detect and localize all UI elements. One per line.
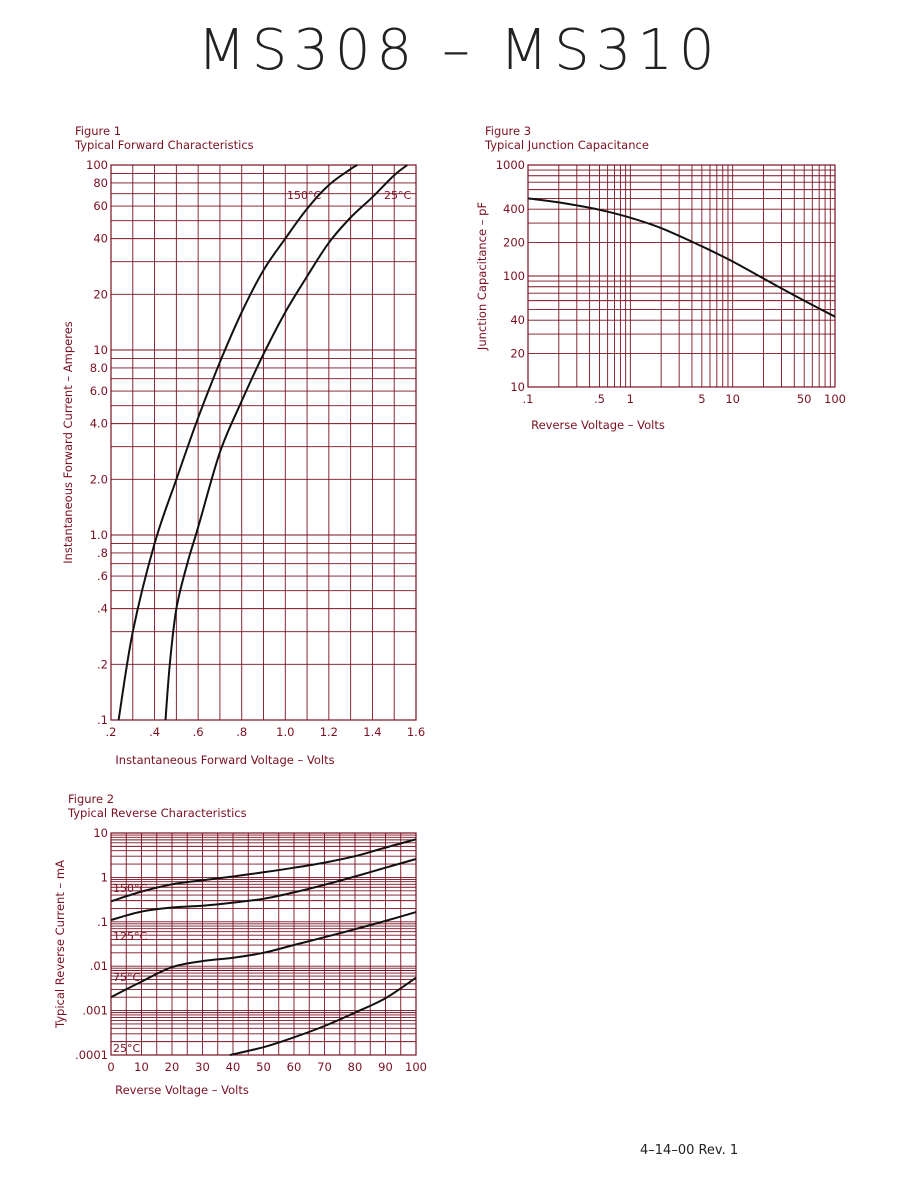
fig2-curve-annotation: 25°C [113, 1042, 140, 1055]
figure-3-title: Typical Junction Capacitance [485, 138, 649, 152]
fig1-x-tick-label: 1.6 [407, 725, 425, 739]
figure-2-label: Figure 2 [68, 792, 115, 806]
fig3-y-tick-label: 100 [503, 269, 525, 283]
fig3-x-tick-label: 1 [627, 392, 634, 406]
fig2-y-axis-label: Typical Reverse Current – mA [53, 860, 67, 1029]
fig1-x-tick-label: .8 [236, 725, 247, 739]
fig1-y-tick-label: 80 [93, 176, 108, 190]
fig1-y-tick-label: 20 [93, 287, 108, 301]
fig3-chart: .1 .5 1 5 10 50 100 10 20 40 100 200 400 1000 Reverse … [475, 158, 846, 432]
fig1-y-tick-label: 6.0 [90, 384, 108, 398]
fig1-y-tick-label: 1.0 [90, 528, 108, 542]
fig1-x-tick-label: 1.0 [276, 725, 294, 739]
fig2-x-tick-label: 20 [165, 1060, 180, 1074]
fig2-y-tick-label: .001 [82, 1004, 108, 1018]
fig2-x-tick-label: 80 [348, 1060, 363, 1074]
fig2-y-tick-label: 1 [101, 870, 108, 884]
fig3-x-tick-label: 5 [698, 392, 705, 406]
fig2-series-line-1 [110, 858, 417, 921]
fig2-curve-annotation: 150°C [113, 882, 147, 895]
fig3-y-tick-label: 10 [510, 380, 525, 394]
fig3-series-line-0 [527, 197, 836, 318]
fig2-x-tick-label: 50 [256, 1060, 271, 1074]
fig1-y-tick-label: 2.0 [90, 472, 108, 486]
fig1-y-tick-label: 40 [93, 232, 108, 246]
fig1-x-tick-label: 1.4 [363, 725, 381, 739]
fig2-series-line-3 [229, 976, 417, 1056]
fig2-x-tick-label: 40 [226, 1060, 241, 1074]
fig1-y-tick-label: 100 [86, 158, 108, 172]
fig2-curve-annotation: 75°C [113, 971, 140, 984]
fig1-x-tick-label: 1.2 [320, 725, 338, 739]
figure-1-label: Figure 1 [75, 124, 122, 138]
fig3-x-tick-label: 50 [797, 392, 812, 406]
fig1-y-tick-label: 4.0 [90, 417, 108, 431]
fig1-y-tick-label: .1 [97, 713, 108, 727]
fig2-chart: 0 10 20 30 40 50 60 70 80 90 100 .0001 .001 .01 .1 1 10 R… [53, 826, 427, 1097]
fig3-x-tick-label: 100 [824, 392, 846, 406]
fig2-x-tick-label: 10 [134, 1060, 149, 1074]
fig3-x-axis-label: Reverse Voltage – Volts [531, 418, 665, 432]
fig1-y-tick-label: .4 [97, 602, 108, 616]
fig1-y-tick-label: 8.0 [90, 361, 108, 375]
fig3-y-tick-label: 1000 [496, 158, 525, 172]
fig2-x-axis-label: Reverse Voltage – Volts [115, 1083, 249, 1097]
page-title: MS308 – MS310 [197, 18, 721, 83]
fig2-y-tick-label: 10 [93, 826, 108, 840]
figure-3-label: Figure 3 [485, 124, 532, 138]
fig2-y-tick-label: .01 [90, 959, 108, 973]
fig3-x-tick-label: .5 [594, 392, 605, 406]
figure-3-caption: Figure 3 Typical Junction Capacitance [485, 124, 649, 152]
fig1-y-tick-label: 60 [93, 199, 108, 213]
fig3-y-tick-label: 40 [510, 313, 525, 327]
footer-revision: 4–14–00 Rev. 1 [640, 1143, 739, 1158]
fig2-x-tick-label: 30 [195, 1060, 210, 1074]
fig2-y-tick-label: .0001 [75, 1048, 108, 1062]
fig1-y-tick-label: .8 [97, 546, 108, 560]
fig2-x-tick-label: 60 [287, 1060, 302, 1074]
fig3-plot-frame [527, 164, 836, 388]
fig3-x-tick-label: 10 [725, 392, 740, 406]
fig2-x-tick-label: 70 [317, 1060, 332, 1074]
fig1-y-tick-label: 10 [93, 343, 108, 357]
figure-2-title: Typical Reverse Characteristics [68, 806, 247, 820]
fig1-plot-frame [110, 164, 417, 721]
fig2-x-tick-label: 90 [378, 1060, 393, 1074]
fig2-series-line-0 [110, 838, 417, 903]
fig2-curve-annotation: 125°C [113, 930, 147, 943]
fig1-x-tick-label: .6 [193, 725, 204, 739]
fig2-series-line-2 [110, 911, 417, 999]
fig1-x-tick-label: .4 [149, 725, 160, 739]
fig2-x-tick-label: 100 [405, 1060, 427, 1074]
fig3-y-tick-label: 20 [510, 347, 525, 361]
fig3-x-tick-label: .1 [523, 392, 534, 406]
fig1-y-axis-label: Instantaneous Forward Current – Amperes [61, 321, 75, 564]
fig1-y-tick-label: .6 [97, 569, 108, 583]
figure-1-caption: Figure 1 Typical Forward Characteristics [75, 124, 254, 152]
figure-2-caption: Figure 2 Typical Reverse Characteristics [68, 792, 247, 820]
fig1-x-tick-label: .2 [106, 725, 117, 739]
figure-1-title: Typical Forward Characteristics [75, 138, 254, 152]
fig1-y-tick-label: .2 [97, 657, 108, 671]
fig1-series-line-0 [117, 164, 358, 721]
fig3-y-axis-label: Junction Capacitance – pF [475, 202, 489, 351]
fig2-y-tick-label: .1 [97, 915, 108, 929]
fig1-x-axis-label: Instantaneous Forward Voltage – Volts [115, 753, 334, 767]
fig3-y-tick-label: 400 [503, 202, 525, 216]
fig1-curve-annotation: 150°C [287, 189, 321, 202]
fig2-plot-frame [110, 832, 417, 1056]
fig1-chart: .2.4.6.8 1.0 1.2 1.4 1.6.1.2.4.6.81.02.04.06… [61, 158, 425, 767]
fig1-series-line-1 [164, 164, 408, 721]
fig2-x-tick-label: 0 [107, 1060, 114, 1074]
fig3-y-tick-label: 200 [503, 236, 525, 250]
fig1-curve-annotation: 25°C [384, 189, 411, 202]
